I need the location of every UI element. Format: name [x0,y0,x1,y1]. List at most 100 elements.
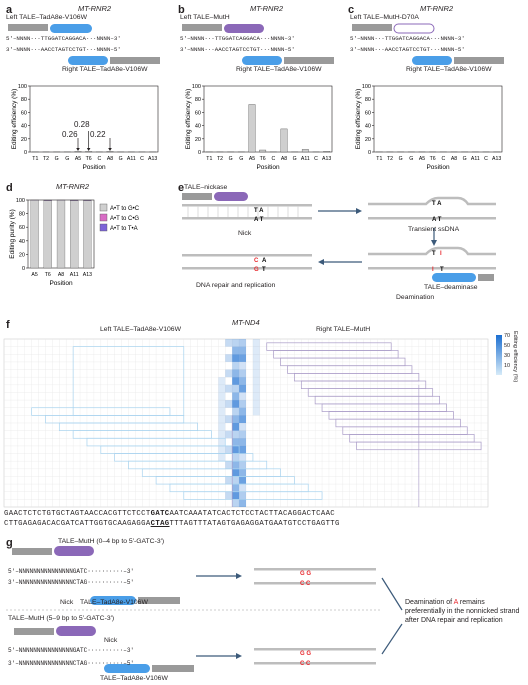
nickase-icon [214,192,248,201]
left-tale-box [183,491,323,500]
muth-icon [56,626,96,636]
tale-array-icon [8,24,48,31]
annotation-a5: 0.26 [62,130,78,139]
colorbar-tick: 50 [504,343,511,349]
x-tick-label: T6 [45,272,51,278]
heatmap-cell [232,499,240,507]
y-tick-label: 20 [21,137,27,143]
heatmap-cell [225,415,233,423]
y-tick-label: 0 [198,150,201,156]
legend-label: A•T to C•G [110,216,139,222]
heatmap-cell [225,476,233,485]
heatmap-cell [239,339,246,347]
panel-g-diagram: G G C C G G C C [6,546,403,673]
y-axis-label: Editing efficiency (%) [355,89,362,150]
x-tick-label: G [55,156,59,162]
heatmap-cell [239,468,246,477]
heatmap-cell [232,354,240,362]
heatmap-cell [252,346,260,355]
svg-text:C C: C C [300,661,311,667]
heatmap-cell [218,407,226,416]
g-bot-seq1: 5′–NNNNNNNNNNNNNNNGATC··········–3′ [8,647,135,654]
panel-b-title: MT-RNR2 [250,4,284,13]
y-tick-label: 100 [18,84,27,90]
heatmap-cell [232,369,240,378]
heatmap-cell [232,400,240,408]
heatmap-cell [252,339,260,347]
y-tick-label: 0 [368,150,371,156]
heatmap-cell [218,415,226,423]
svg-text:T: T [440,267,444,273]
dna-duplex-deaminated [368,246,496,270]
y-tick-label: 0 [24,150,27,156]
heatmap-cell [218,445,226,454]
heatmap-cell [239,430,246,439]
g-bot-protein: TALE–MutH (5–9 bp to 5′-GATC-3′) [8,615,115,622]
x-tick-label: C [484,156,488,162]
svg-text:A T: A T [432,217,442,223]
heatmap-cell [232,407,240,416]
legend-swatch [99,213,108,222]
heatmap-cell [225,369,233,378]
e-deaminase-label: TALE–deaminase [424,284,478,291]
heatmap-cell [239,361,246,370]
bar [301,149,309,153]
y-tick-label: 20 [19,252,25,258]
panel-c-title: MT-RNR2 [420,4,454,13]
muth-icon [54,546,94,556]
g-top-nick: Nick [60,599,74,606]
panel-b-left-protein: Left TALE–MutH [180,14,230,21]
tale-array-icon [284,57,334,64]
x-tick-label: A13 [492,156,501,162]
dna-duplex-open [368,196,496,220]
y-axis-label: Editing efficiency (%) [185,89,192,150]
colorbar-label: Editing efficiency (%) [512,331,518,383]
legend-swatch [99,203,108,212]
panel-c-right-protein: Right TALE–TadA8e-V106W [406,66,492,73]
heatmap-cell [232,361,240,370]
svg-text:I: I [440,251,442,257]
heatmap-cell [218,438,226,446]
heatmap-cell [218,384,226,393]
deaminase-icon [90,596,136,605]
colorbar [496,335,502,375]
bar-segment [83,200,92,269]
y-tick-label: 60 [19,225,25,231]
panel-c-left-protein: Left TALE–MutH-D70A [350,14,419,21]
y-tick-label: 80 [21,97,27,103]
x-tick-label: T6 [86,156,92,162]
g-bot-seq2: 3′–NNNNNNNNNNNNNNNCTAG··········–5′ [8,660,135,667]
abc-protein-shapes [8,23,504,65]
x-tick-label: A5 [419,156,425,162]
heatmap-cell [239,445,246,454]
x-tick-label: T2 [217,156,223,162]
f-right-protein: Right TALE–MutH [316,326,371,333]
y-tick-label: 20 [195,137,201,143]
x-tick-label: A11 [301,156,310,162]
annotation-a8: 0.22 [90,130,106,139]
e-transient-label: Transient ssDNA [408,226,460,233]
heatmap-cell [232,377,240,385]
panel-a-title: MT-RNR2 [78,4,112,13]
heatmap-cell [218,392,226,401]
svg-text:G G: G G [300,651,311,657]
x-tick-label: A8 [281,156,287,162]
x-tick-label: G [119,156,123,162]
heatmap-cell [225,445,233,454]
y-tick-label: 20 [365,137,371,143]
x-tick-label: T1 [32,156,38,162]
x-tick-label: T1 [206,156,212,162]
bar [280,128,288,153]
panel-b-right-protein: Right TALE–TadA8e-V106W [236,66,322,73]
x-tick-label: G [65,156,69,162]
x-tick-label: T6 [430,156,436,162]
left-tale-box [72,346,185,416]
x-tick-label: G [239,156,243,162]
heatmap-cell [232,392,240,401]
f-seq-top: GAACTCTCTGTGCTAGTAACCACGTTCTCCTGATCAATCA… [4,510,336,518]
e-repair-label: DNA repair and replication [196,282,276,289]
heatmap-cell [232,384,240,393]
x-tick-label: A11 [70,272,79,278]
heatmap-cell [232,346,240,355]
